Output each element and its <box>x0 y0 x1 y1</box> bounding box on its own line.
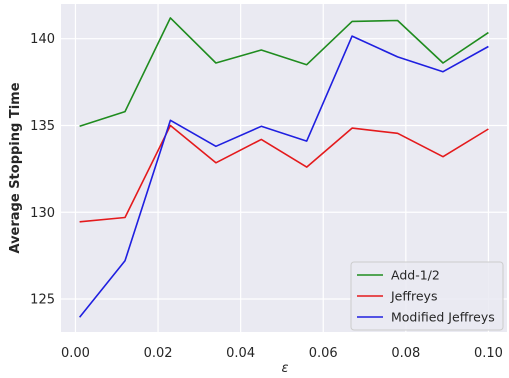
series-line-1 <box>79 124 489 223</box>
x-tick-label: 0.00 <box>61 346 90 361</box>
y-tick-label: 130 <box>30 206 55 221</box>
y-ticks: 125 130 135 140 <box>30 32 55 307</box>
legend-label: Add-1/2 <box>391 268 440 283</box>
legend-box <box>350 261 504 331</box>
legend-label: Jeffreys <box>390 289 437 304</box>
x-tick-label: 0.04 <box>226 346 255 361</box>
legend: Add-1/2 Jeffreys Modified Jeffreys <box>350 261 504 331</box>
y-tick-label: 140 <box>30 32 55 47</box>
series-lines <box>78 17 489 318</box>
x-ticks: 0.00 0.02 0.04 0.06 0.08 0.10 <box>61 346 503 361</box>
series-line-2 <box>78 35 489 318</box>
x-tick-label: 0.02 <box>144 346 173 361</box>
x-tick-label: 0.06 <box>309 346 338 361</box>
y-tick-label: 125 <box>30 293 55 308</box>
x-tick-label: 0.10 <box>474 346 503 361</box>
x-tick-label: 0.08 <box>391 346 420 361</box>
y-tick-label: 135 <box>30 119 55 134</box>
series-line-0 <box>79 17 489 128</box>
legend-label: Modified Jeffreys <box>391 310 495 325</box>
y-axis-label: Average Stopping Time <box>8 82 23 253</box>
x-axis-label: ε <box>281 361 288 376</box>
